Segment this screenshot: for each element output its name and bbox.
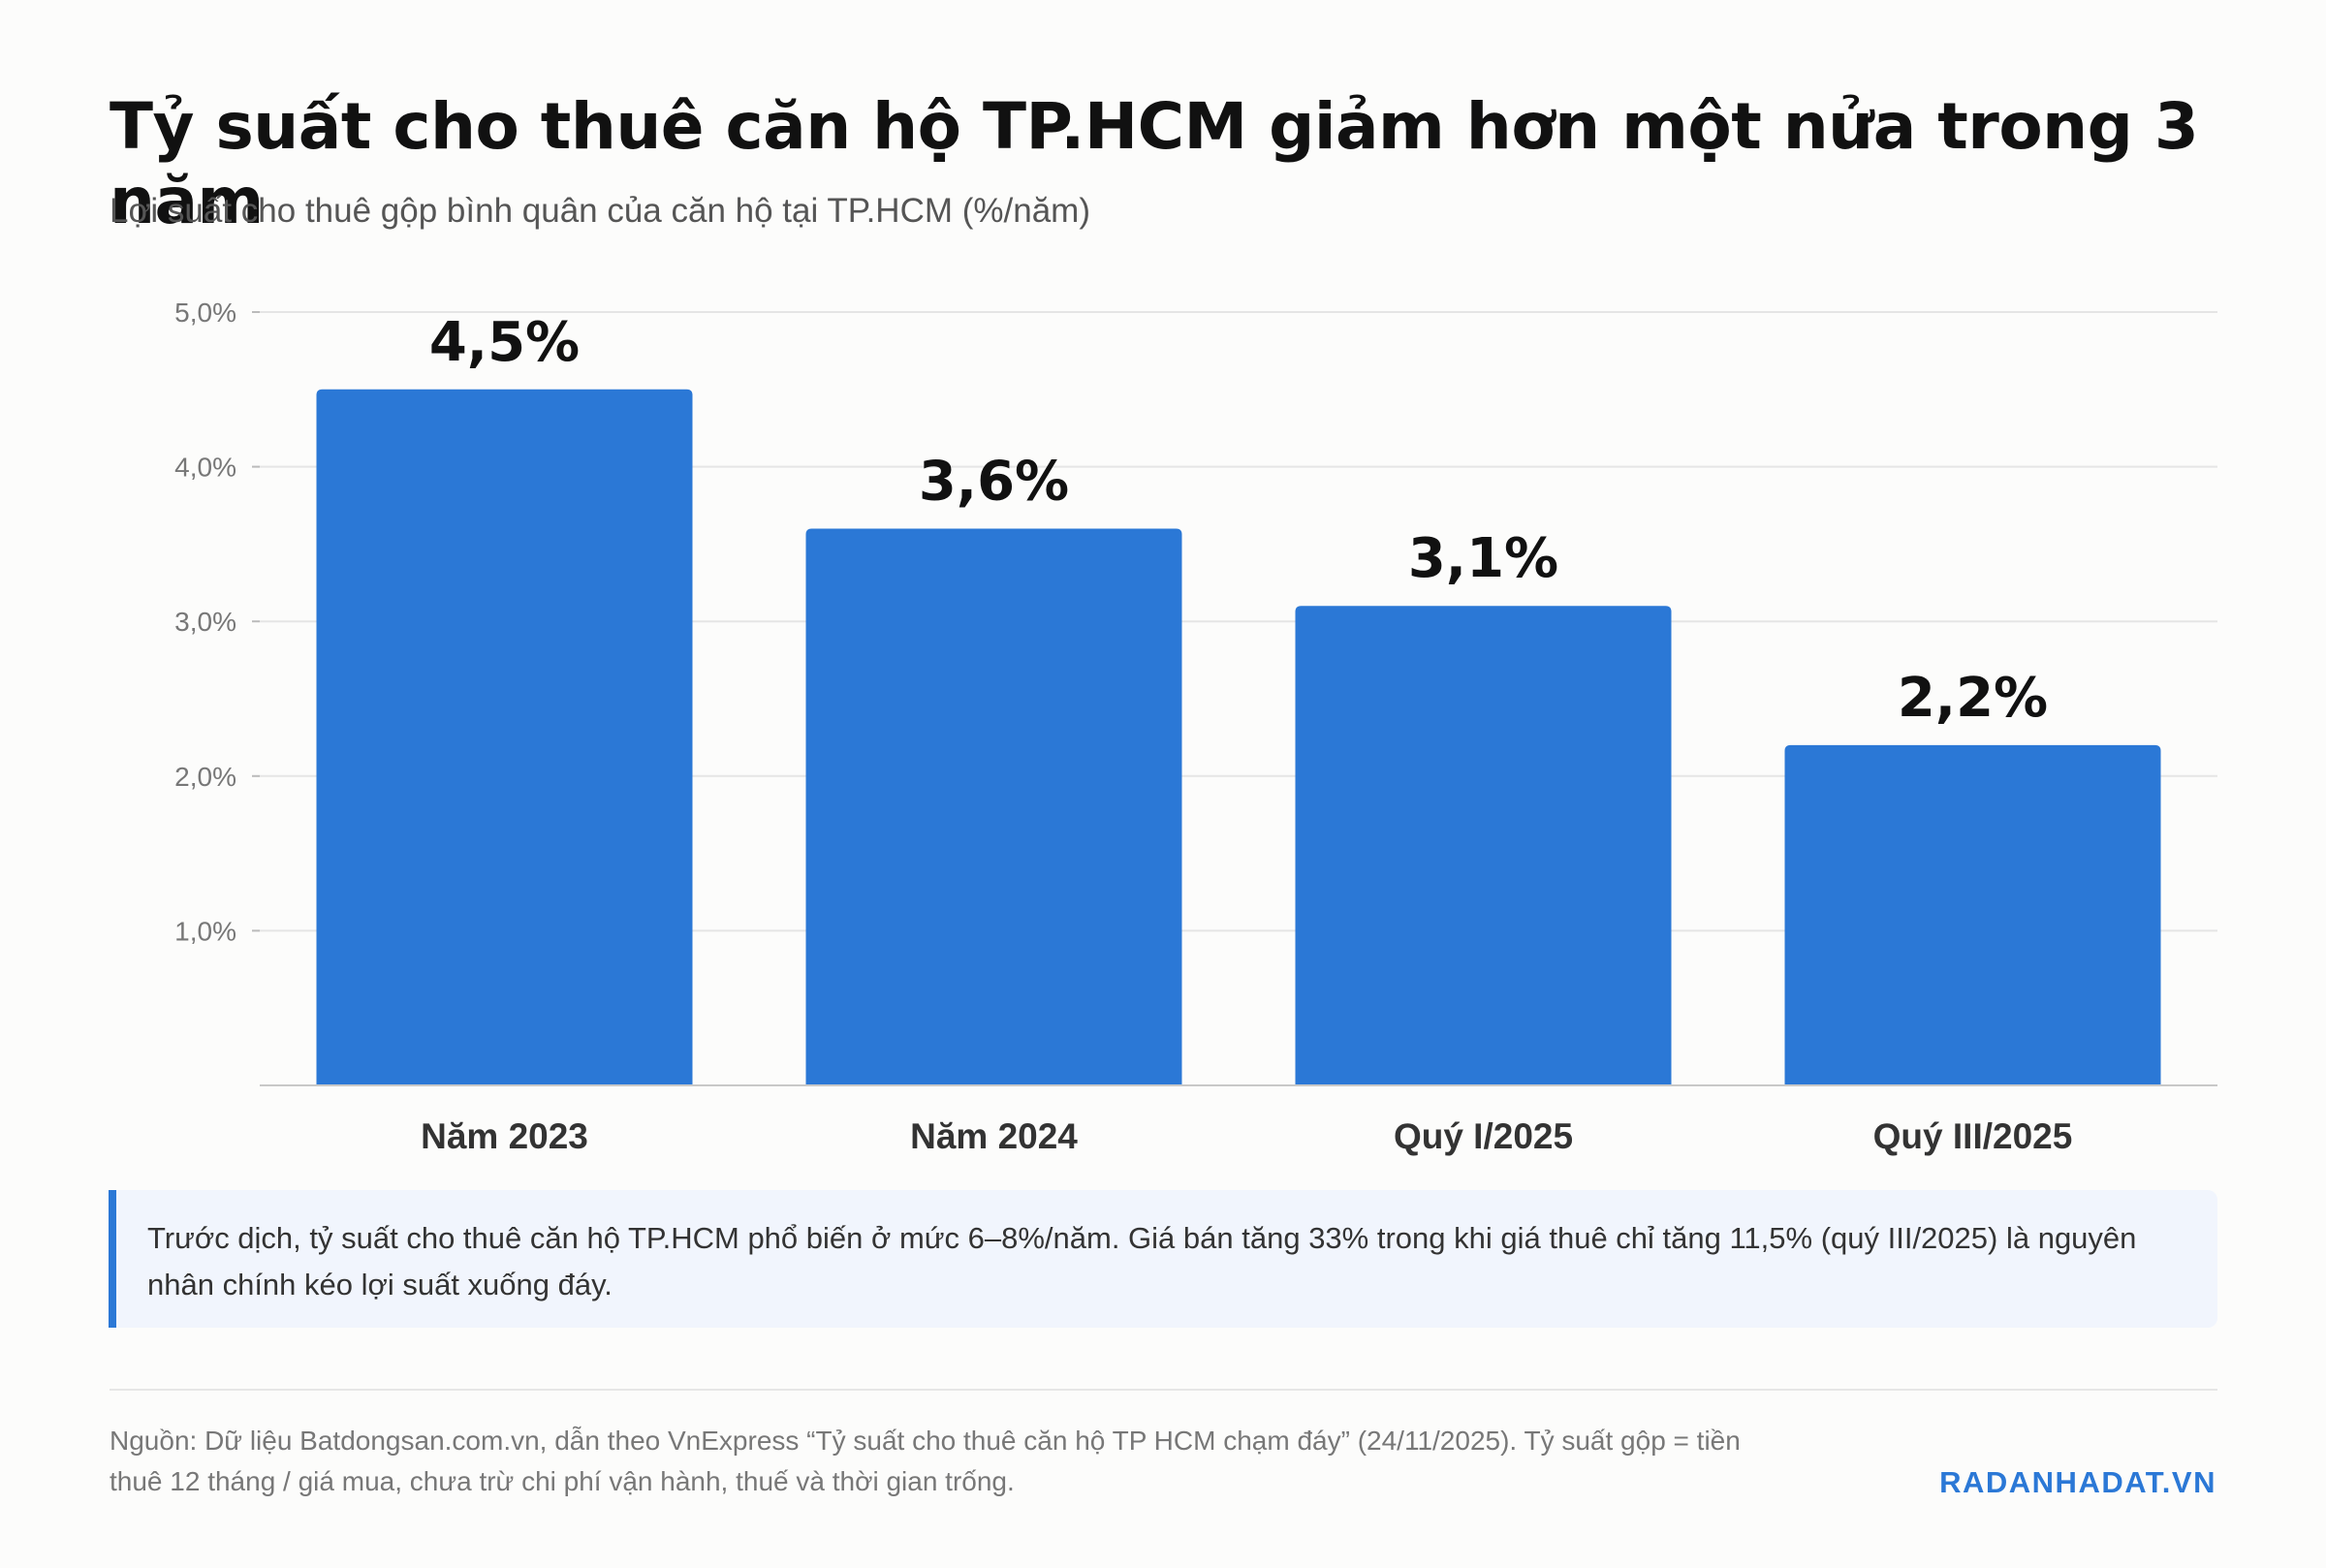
footer-divider (110, 1389, 2217, 1391)
x-tick-label: Năm 2023 (421, 1116, 588, 1156)
data-label: 2,2% (1898, 667, 2048, 730)
y-tick-label: 1,0% (174, 916, 236, 946)
x-tick-label: Quý III/2025 (1873, 1116, 2073, 1156)
y-tick-label: 2,0% (174, 762, 236, 792)
y-tick-label: 4,0% (174, 453, 236, 483)
data-labels: 4,5% 3,6% 3,1% 2,2% (429, 311, 2048, 730)
x-tick-label: Quý I/2025 (1394, 1116, 1573, 1156)
y-axis-ticks: 1,0% 2,0% 3,0% 4,0% 5,0% (174, 298, 260, 946)
callout-text: Trước dịch, tỷ suất cho thuê căn hộ TP.H… (147, 1221, 2137, 1301)
bar (316, 389, 693, 1085)
chart-subtitle: Lợi suất cho thuê gộp bình quân của căn … (110, 192, 1090, 230)
y-tick-label: 3,0% (174, 607, 236, 637)
y-tick-label: 5,0% (174, 298, 236, 328)
source-note: Nguồn: Dữ liệu Batdongsan.com.vn, dẫn th… (110, 1426, 1741, 1496)
data-label: 4,5% (429, 311, 580, 374)
bar (1784, 744, 2161, 1085)
data-label: 3,1% (1408, 527, 1558, 590)
data-label: 3,6% (919, 450, 1069, 513)
x-axis-ticks: Năm 2023 Năm 2024 Quý I/2025 Quý III/2025 (421, 1116, 2072, 1156)
bar (805, 528, 1182, 1085)
bar-chart: 1,0% 2,0% 3,0% 4,0% 5,0% 4,5% 3,6% 3,1% 2,2% Nă… (174, 298, 2217, 1156)
chart-title: Tỷ suất cho thuê căn hộ TP.HCM giảm hơn … (110, 89, 2199, 238)
brand-logo-text: RADANHADAT.VN (1939, 1465, 2216, 1499)
x-tick-label: Năm 2024 (910, 1116, 1078, 1156)
bar (1295, 606, 1672, 1085)
insight-callout: Trước dịch, tỷ suất cho thuê căn hộ TP.H… (109, 1190, 2217, 1328)
bars (316, 389, 2161, 1085)
